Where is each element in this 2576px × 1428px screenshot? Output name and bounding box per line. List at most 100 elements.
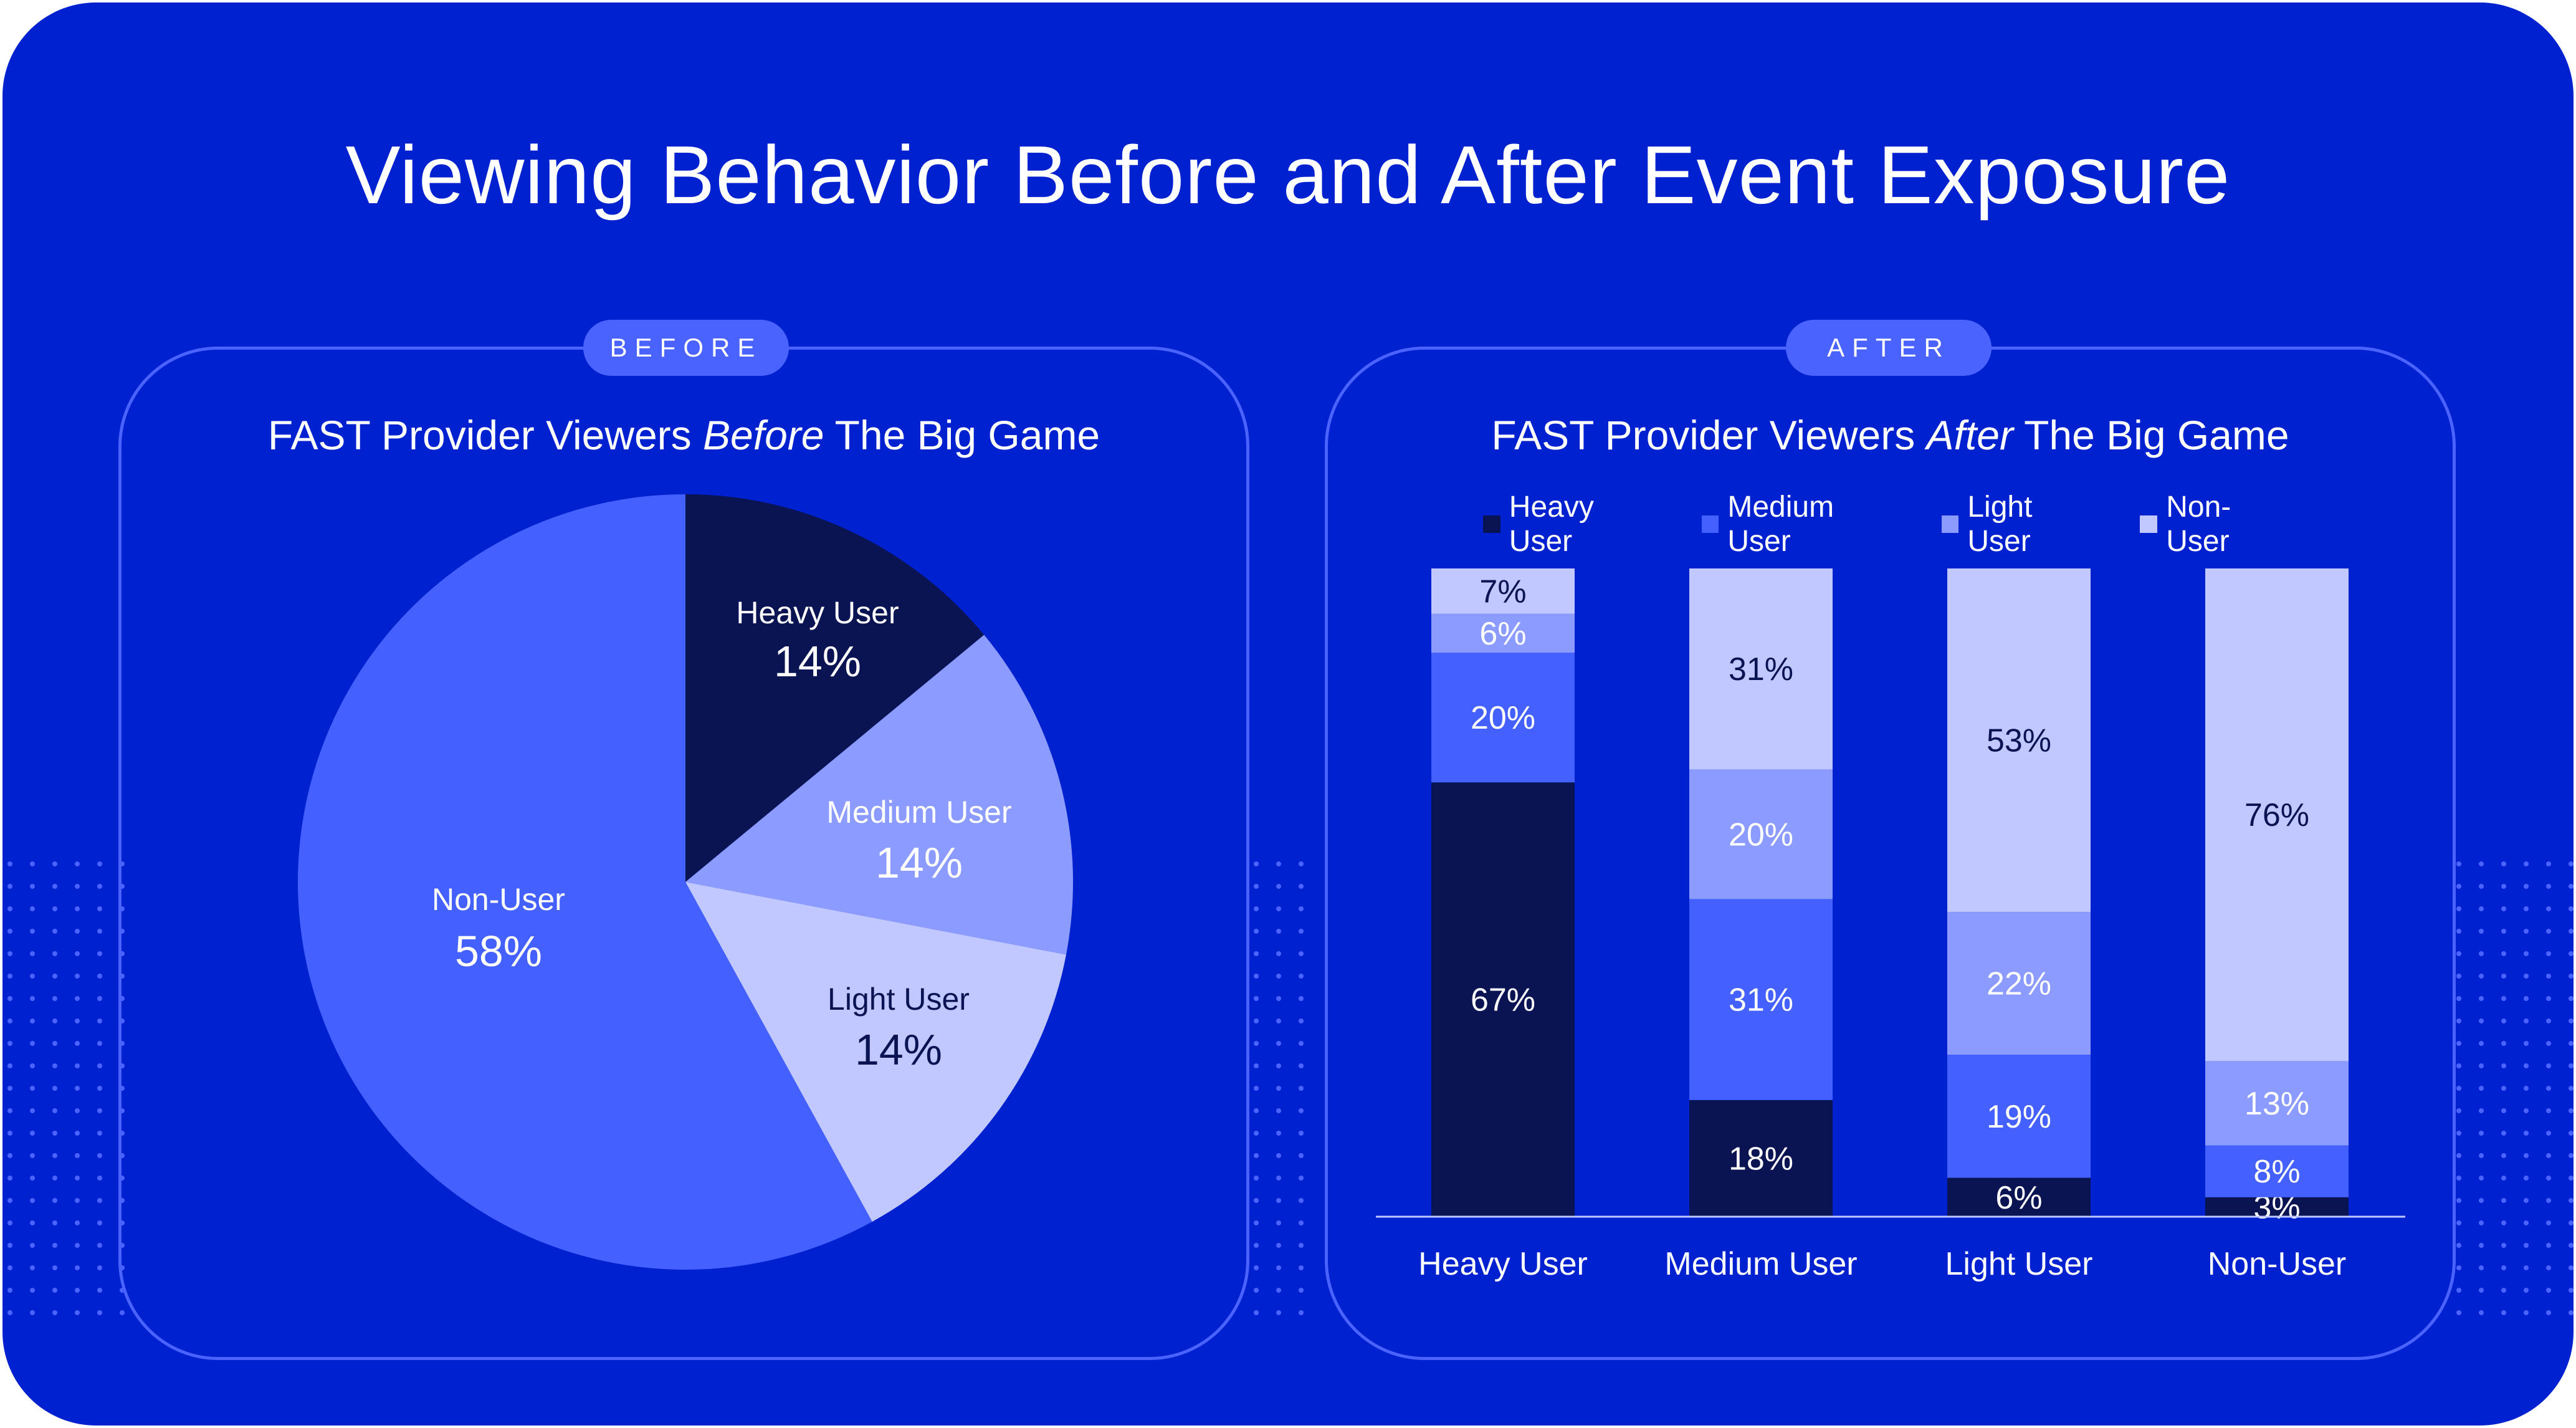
dot	[1299, 906, 1304, 911]
dot	[97, 929, 102, 934]
dot	[30, 884, 35, 889]
main-title: Viewing Behavior Before and After Event …	[345, 129, 2231, 221]
dot	[2569, 1243, 2574, 1248]
dot	[2479, 1243, 2484, 1248]
dot	[2501, 861, 2506, 866]
dot	[2501, 1018, 2506, 1023]
dot	[1276, 1041, 1281, 1046]
dot	[2569, 996, 2574, 1001]
dot	[2569, 1310, 2574, 1315]
before-title-prefix: FAST Provider Viewers	[267, 412, 703, 458]
bar-value-label: 67%	[1471, 982, 1535, 1018]
dot	[52, 1265, 57, 1270]
pie-value-label: 58%	[455, 927, 542, 975]
dot	[2569, 929, 2574, 934]
dot	[1276, 1063, 1281, 1068]
dot	[7, 951, 12, 956]
dot	[2456, 1063, 2461, 1068]
dot	[2546, 1018, 2551, 1023]
dot	[30, 1063, 35, 1068]
dot	[1276, 1310, 1281, 1315]
dot	[2569, 861, 2574, 866]
dot	[2524, 1265, 2529, 1270]
bar-segment	[1947, 568, 2091, 913]
dot	[2501, 1041, 2506, 1046]
bar-value-label: 31%	[1729, 651, 1793, 688]
pie-slice-non-user	[297, 494, 872, 1270]
dot	[2524, 1108, 2529, 1113]
legend-item-non-user: Non-User	[2140, 490, 2293, 558]
dot	[97, 1220, 102, 1225]
dot	[2569, 1153, 2574, 1158]
dot	[2479, 974, 2484, 979]
dot	[1276, 906, 1281, 911]
dot	[2479, 1220, 2484, 1225]
dot	[1276, 1288, 1281, 1293]
dot	[1276, 1108, 1281, 1113]
dot	[2546, 1041, 2551, 1046]
dot	[75, 974, 80, 979]
dot	[2524, 1220, 2529, 1225]
dot	[2456, 1041, 2461, 1046]
dot	[75, 906, 80, 911]
dot	[1299, 1288, 1304, 1293]
dot	[7, 1265, 12, 1270]
dot	[2501, 1288, 2506, 1293]
bar-segment	[1431, 653, 1575, 783]
dot	[7, 1041, 12, 1046]
dot	[1299, 1176, 1304, 1181]
dot	[2569, 1220, 2574, 1225]
bar-chart-legend: Heavy User Medium User Light User Non-User	[1483, 490, 2293, 558]
dot	[30, 929, 35, 934]
dot	[52, 1176, 57, 1181]
dot	[52, 861, 57, 866]
dot	[2479, 1265, 2484, 1270]
dot	[52, 974, 57, 979]
dot	[75, 861, 80, 866]
dot	[52, 951, 57, 956]
bar-value-label: 20%	[1471, 700, 1535, 736]
dot	[1299, 1131, 1304, 1136]
dot	[30, 951, 35, 956]
dot	[1276, 951, 1281, 956]
dot	[1299, 974, 1304, 979]
bar-segment	[1947, 1177, 2091, 1217]
dot	[2546, 1131, 2551, 1136]
dot	[2479, 1041, 2484, 1046]
before-pill: BEFORE	[583, 320, 789, 376]
before-title-suffix: The Big Game	[824, 412, 1100, 458]
dot	[7, 1131, 12, 1136]
dot	[1299, 1018, 1304, 1023]
dot	[2479, 996, 2484, 1001]
dot	[52, 906, 57, 911]
dot	[2479, 1288, 2484, 1293]
dot	[7, 1108, 12, 1113]
dot	[97, 1310, 102, 1315]
pie-value-label: 14%	[774, 637, 861, 686]
dot	[1276, 996, 1281, 1001]
before-title-em: Before	[703, 412, 824, 458]
dot	[52, 1131, 57, 1136]
dot	[2479, 1086, 2484, 1091]
pie-slice-light-user	[685, 882, 1066, 1222]
dot	[2479, 1018, 2484, 1023]
dot	[30, 1310, 35, 1315]
dot	[75, 1198, 80, 1203]
bar-value-label: 18%	[1729, 1141, 1793, 1177]
dot-pattern-right	[2456, 861, 2574, 1315]
dot	[2456, 1265, 2461, 1270]
after-pill: AFTER	[1786, 320, 1992, 376]
dot	[2524, 1131, 2529, 1136]
dot	[1276, 1131, 1281, 1136]
legend-label: Light User	[1967, 491, 2033, 558]
dot	[75, 1041, 80, 1046]
dot	[2456, 1153, 2461, 1158]
dot	[2546, 861, 2551, 866]
dot	[30, 1153, 35, 1158]
dot	[75, 884, 80, 889]
dot	[52, 1018, 57, 1023]
dot	[2569, 1176, 2574, 1181]
dot	[52, 1220, 57, 1225]
dot	[2456, 1310, 2461, 1315]
